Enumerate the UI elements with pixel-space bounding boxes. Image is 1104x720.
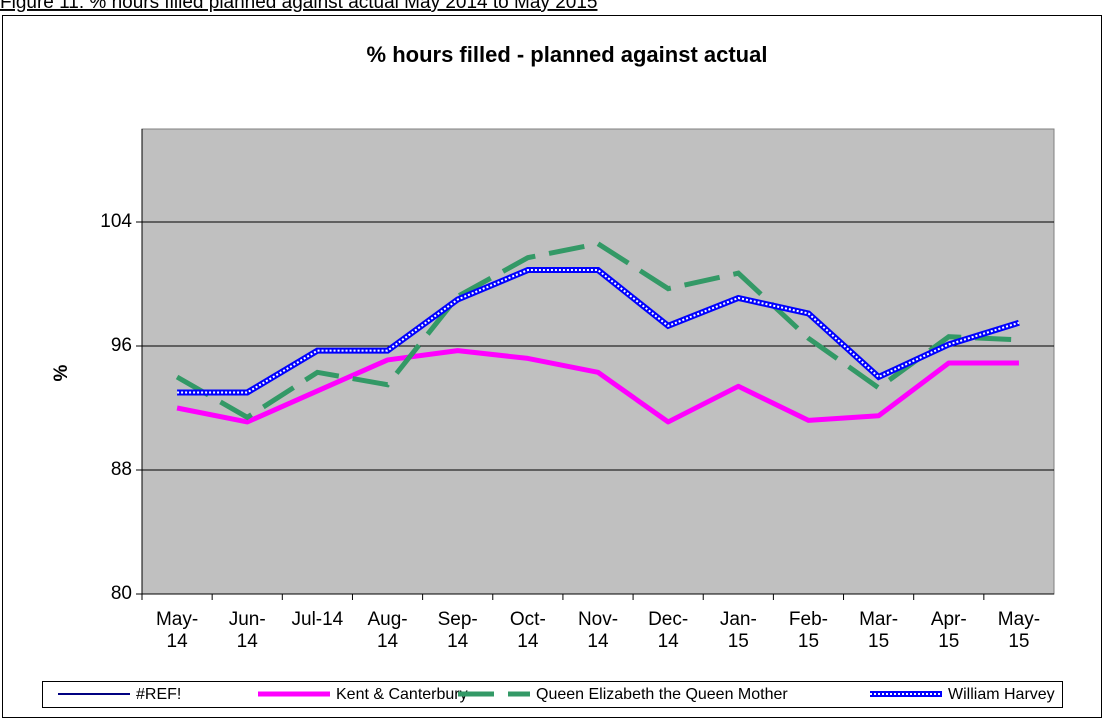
x-tick-label-line: 15	[868, 631, 889, 652]
x-tick-label: Nov-14	[578, 609, 618, 652]
x-tick-label-line: 15	[1008, 631, 1029, 652]
y-tick-label: 88	[111, 459, 132, 480]
x-tick-label-line: 14	[517, 631, 539, 652]
y-tick-label: 96	[111, 335, 132, 356]
x-tick-label-line: 14	[658, 631, 680, 652]
x-tick-label-line: 14	[447, 631, 469, 652]
x-tick-label: Mar-15	[859, 609, 898, 652]
x-tick-label-line: Nov-	[578, 609, 618, 630]
x-tick-label-line: Sep-	[438, 609, 478, 630]
y-axis-label: %	[51, 364, 72, 381]
x-tick-label: Apr-15	[931, 609, 967, 652]
x-tick-label-line: 14	[167, 631, 189, 652]
x-tick-label: Oct-14	[510, 609, 546, 652]
series	[177, 267, 1020, 396]
line	[175, 241, 1020, 421]
x-tick-label: Jan-15	[720, 609, 757, 652]
series	[175, 241, 1020, 421]
line	[177, 267, 1020, 396]
x-tick-label-line: Aug-	[367, 609, 407, 630]
legend-label: William Harvey	[948, 686, 1055, 703]
x-tick-label-line: May-	[156, 609, 198, 630]
x-tick-label: Feb-15	[789, 609, 828, 652]
x-tick-label-line: Feb-	[789, 609, 828, 630]
caption: Figure 11: % hours filled planned agains…	[0, 0, 597, 13]
line	[176, 348, 1019, 425]
x-tick-label-line: 15	[798, 631, 819, 652]
x-tick-label-line: 14	[237, 631, 259, 652]
legend-label: Kent & Canterbury	[336, 686, 468, 703]
x-tick-label: May-14	[156, 609, 198, 652]
x-tick-label-line: Jun-	[229, 609, 266, 630]
x-tick-label: May-15	[998, 609, 1040, 652]
x-tick-label: Jul-14	[292, 609, 344, 630]
x-tick-label-line: Dec-	[648, 609, 688, 630]
series	[176, 348, 1019, 425]
x-tick-label: Jun-14	[229, 609, 266, 652]
legend-item: Kent & Canterbury	[258, 686, 468, 703]
x-tick-label: Dec-14	[648, 609, 688, 652]
x-tick-label-line: Mar-	[859, 609, 898, 630]
x-tick-label-line: Apr-	[931, 609, 967, 630]
y-tick-label: 104	[100, 211, 132, 232]
x-tick-label-line: Jan-	[720, 609, 757, 630]
legend-label: #REF!	[136, 686, 181, 703]
x-tick-label-line: 15	[728, 631, 749, 652]
chart-title: % hours filled - planned against actual	[367, 42, 768, 67]
x-tick-label-line: 14	[587, 631, 609, 652]
x-tick-label: Sep-14	[438, 609, 478, 652]
legend-item: William Harvey	[870, 686, 1055, 703]
x-tick-label-line: May-	[998, 609, 1040, 630]
x-tick-label: Aug-14	[367, 609, 407, 652]
x-tick-label-line: 15	[938, 631, 959, 652]
legend-item: Queen Elizabeth the Queen Mother	[458, 686, 788, 703]
legend-label: Queen Elizabeth the Queen Mother	[536, 686, 788, 703]
legend-item: #REF!	[58, 686, 181, 703]
x-tick-label-line: 14	[377, 631, 399, 652]
y-tick-label: 80	[111, 583, 132, 604]
x-tick-label-line: Oct-	[510, 609, 546, 630]
